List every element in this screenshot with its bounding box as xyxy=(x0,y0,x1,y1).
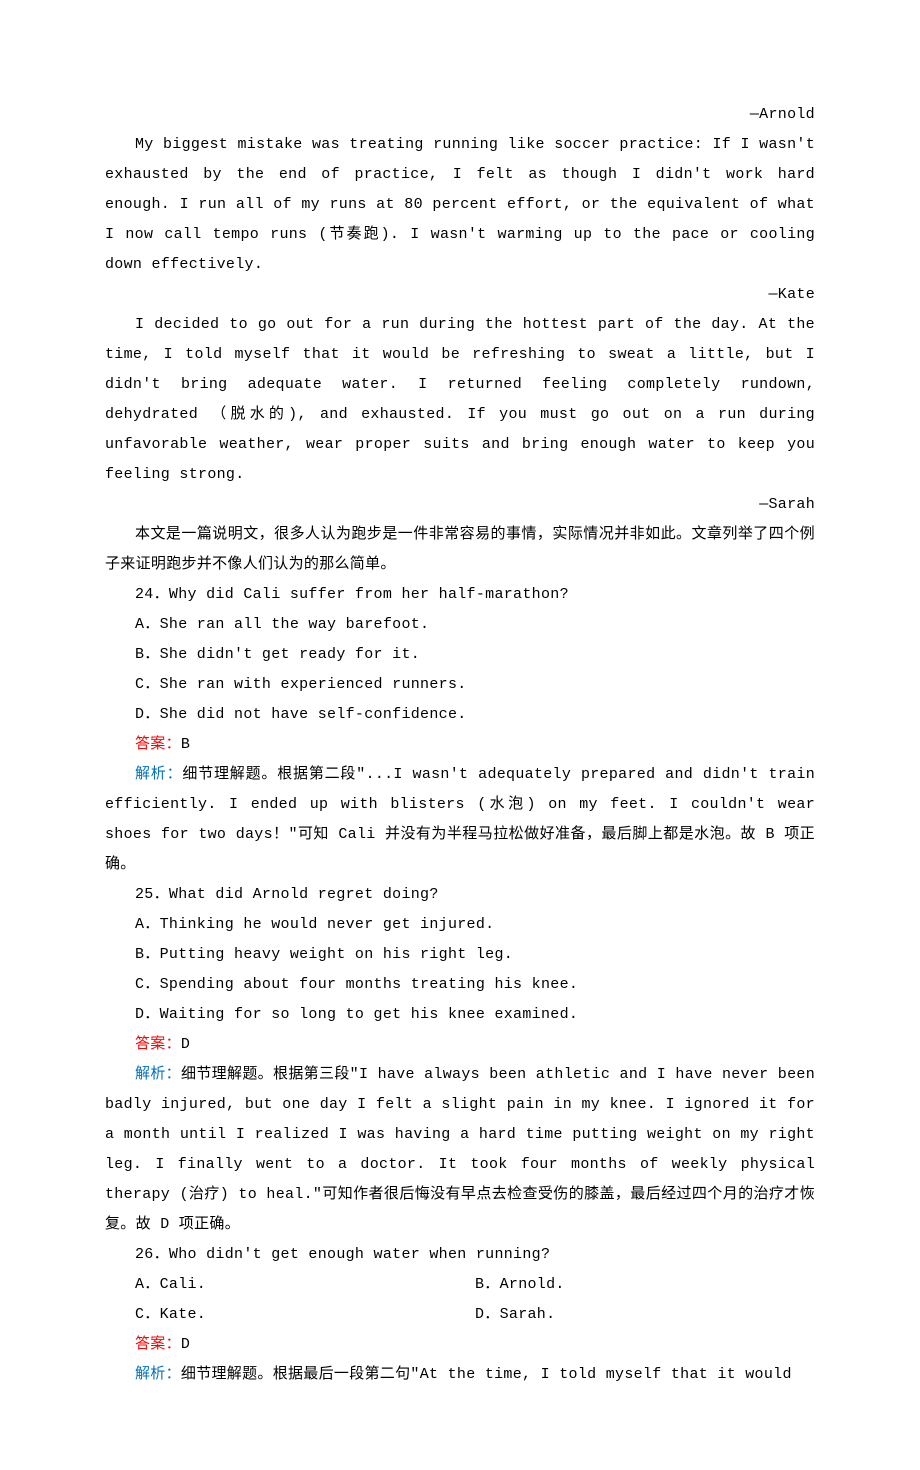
q25-answer-value: D xyxy=(181,1036,190,1053)
document-page: —Arnold My biggest mistake was treating … xyxy=(0,0,920,1470)
q26-answer-value: D xyxy=(181,1336,190,1353)
q25-stem: 25．What did Arnold regret doing? xyxy=(105,880,815,910)
attribution-sarah: —Sarah xyxy=(105,490,815,520)
q26-answer: 答案：D xyxy=(105,1330,815,1360)
q25-explain-text: 细节理解题。根据第三段"I have always been athletic … xyxy=(105,1066,815,1233)
q25-option-a: A．Thinking he would never get injured. xyxy=(105,910,815,940)
q25-option-c: C．Spending about four months treating hi… xyxy=(105,970,815,1000)
q25-answer-label: 答案： xyxy=(135,1036,181,1053)
paragraph-sarah-mistake: I decided to go out for a run during the… xyxy=(105,310,815,490)
q26-stem: 26．Who didn't get enough water when runn… xyxy=(105,1240,815,1270)
q26-explanation: 解析：细节理解题。根据最后一段第二句"At the time, I told m… xyxy=(105,1360,815,1390)
q24-option-b: B．She didn't get ready for it. xyxy=(105,640,815,670)
q24-option-a: A．She ran all the way barefoot. xyxy=(105,610,815,640)
q24-explain-text: 细节理解题。根据第二段"...I wasn't adequately prepa… xyxy=(105,766,815,873)
q26-option-a: A．Cali. xyxy=(135,1270,475,1300)
q26-option-b: B．Arnold. xyxy=(475,1270,815,1300)
q24-answer-value: B xyxy=(181,736,190,753)
q26-option-c: C．Kate. xyxy=(135,1300,475,1330)
q25-explain-label: 解析： xyxy=(135,1066,181,1083)
q26-explain-label: 解析： xyxy=(135,1366,181,1383)
q26-options-row1: A．Cali. B．Arnold. xyxy=(105,1270,815,1300)
q26-option-d: D．Sarah. xyxy=(475,1300,815,1330)
q24-answer-label: 答案： xyxy=(135,736,181,753)
q26-answer-label: 答案： xyxy=(135,1336,181,1353)
q25-explanation: 解析：细节理解题。根据第三段"I have always been athlet… xyxy=(105,1060,815,1240)
q24-explain-label: 解析： xyxy=(135,766,182,783)
q25-option-d: D．Waiting for so long to get his knee ex… xyxy=(105,1000,815,1030)
q24-stem: 24．Why did Cali suffer from her half-mar… xyxy=(105,580,815,610)
attribution-arnold: —Arnold xyxy=(105,100,815,130)
q24-option-d: D．She did not have self-confidence. xyxy=(105,700,815,730)
q24-explanation: 解析：细节理解题。根据第二段"...I wasn't adequately pr… xyxy=(105,760,815,880)
q25-answer: 答案：D xyxy=(105,1030,815,1060)
passage-intro: 本文是一篇说明文，很多人认为跑步是一件非常容易的事情，实际情况并非如此。文章列举… xyxy=(105,520,815,580)
attribution-kate: —Kate xyxy=(105,280,815,310)
q24-answer: 答案：B xyxy=(105,730,815,760)
q25-option-b: B．Putting heavy weight on his right leg. xyxy=(105,940,815,970)
paragraph-kate-mistake: My biggest mistake was treating running … xyxy=(105,130,815,280)
q26-explain-text: 细节理解题。根据最后一段第二句"At the time, I told myse… xyxy=(181,1366,792,1383)
q26-options-row2: C．Kate. D．Sarah. xyxy=(105,1300,815,1330)
q24-option-c: C．She ran with experienced runners. xyxy=(105,670,815,700)
